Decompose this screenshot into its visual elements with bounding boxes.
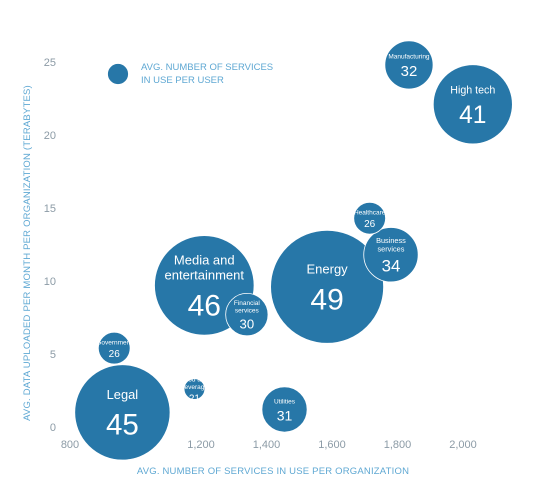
bubble-value-label: 21 — [189, 394, 201, 405]
bubble: Legal 45 — [74, 364, 171, 461]
bubble-circle — [363, 227, 419, 283]
bubble-name-label: Media and — [174, 253, 235, 268]
y-tick-label: 10 — [44, 276, 56, 288]
legend-label-line-2: IN USE PER USER — [141, 75, 224, 86]
bubble-name-label: services — [378, 244, 405, 253]
x-tick-label: 800 — [61, 439, 79, 451]
bubble-name-label: Energy — [306, 261, 348, 276]
bubble-name-label: Food and — [181, 376, 209, 383]
bubble-circle — [261, 386, 308, 433]
bubble-name-label: services — [235, 308, 260, 315]
legend-label-line-1: AVG. NUMBER OF SERVICES — [141, 62, 273, 73]
bubble-name-label: beverage — [181, 384, 208, 391]
bubble-circle — [225, 293, 269, 337]
legend: AVG. NUMBER OF SERVICES IN USE PER USER — [107, 62, 273, 86]
bubble-value-label: 31 — [277, 407, 293, 423]
bubble-circle — [432, 64, 513, 145]
bubble-name-label: Manufacturing — [388, 53, 430, 60]
bubble-circle — [353, 201, 386, 235]
x-tick-label: 2,000 — [449, 439, 477, 451]
bubble-name-label: entertainment — [165, 267, 245, 282]
bubble: Energy 49 — [270, 229, 384, 344]
legend-bubble-marker — [107, 63, 129, 85]
y-axis-title: AVG. DATA UPLOADED PER MONTH PER ORGANIZ… — [22, 85, 33, 421]
y-tick-label: 0 — [50, 422, 56, 434]
bubble-value-label: 41 — [459, 102, 486, 129]
bubble: Healthcare 26 — [353, 201, 386, 235]
bubble-circle — [74, 364, 171, 461]
x-tick-label: 1,400 — [253, 439, 281, 451]
bubble-name-label: Utilities — [274, 398, 296, 405]
bubble-value-label: 26 — [364, 219, 376, 230]
x-tick-label: 1,200 — [187, 439, 215, 451]
bubble-value-label: 46 — [188, 289, 221, 322]
bubble: Utilities 31 — [261, 386, 308, 433]
bubble: Government 26 — [96, 331, 132, 365]
bubble-value-label: 49 — [310, 283, 343, 316]
bubble-circle — [183, 378, 206, 400]
bubble-name-label: Financial — [234, 300, 261, 307]
y-tick-label: 15 — [44, 203, 56, 215]
bubble-name-label: Healthcare — [354, 209, 386, 216]
bubble-circle — [97, 331, 131, 365]
bubble: High tech 41 — [432, 64, 513, 145]
x-tick-label: 1,600 — [318, 439, 346, 451]
bubble-circle — [384, 40, 434, 90]
bubble-name-label: Legal — [107, 387, 138, 402]
bubble-value-label: 32 — [401, 63, 418, 80]
bubble-value-label: 26 — [109, 349, 121, 360]
y-tick-label: 20 — [44, 130, 56, 142]
bubble-value-label: 45 — [106, 409, 139, 442]
bubble-name-label: High tech — [450, 84, 495, 96]
x-axis-title: AVG. NUMBER OF SERVICES IN USE PER ORGAN… — [137, 466, 409, 477]
x-tick-label: 1,800 — [384, 439, 412, 451]
bubble: Manufacturing 32 — [384, 40, 434, 90]
bubble-value-label: 30 — [240, 317, 255, 332]
bubble-name-label: Business — [376, 236, 406, 245]
y-tick-label: 5 — [50, 349, 56, 361]
bubble-value-label: 34 — [382, 257, 401, 276]
y-tick-label: 25 — [44, 57, 56, 69]
bubble-name-label: Government — [96, 339, 132, 346]
y-axis-ticks: 0 5 10 15 20 25 — [44, 57, 56, 434]
bubble-circle — [270, 229, 384, 344]
